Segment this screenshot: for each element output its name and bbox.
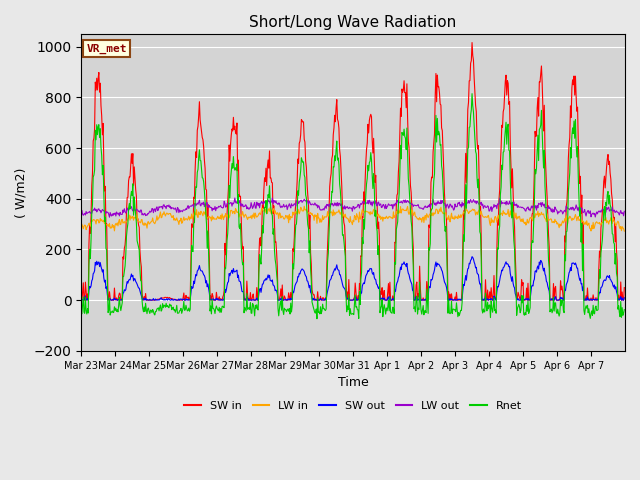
SW in	[269, 180, 276, 186]
LW in	[241, 213, 248, 218]
Text: VR_met: VR_met	[86, 44, 127, 54]
SW in	[289, 246, 297, 252]
Rnet	[440, 198, 447, 204]
X-axis label: Time: Time	[338, 376, 369, 389]
SW in	[241, 297, 249, 302]
LW in	[268, 211, 275, 217]
SW out	[410, 288, 417, 294]
Line: LW out: LW out	[81, 198, 624, 217]
LW in	[300, 204, 308, 209]
SW in	[78, 297, 86, 303]
Y-axis label: ( W/m2): ( W/m2)	[15, 167, 28, 217]
LW out	[620, 208, 628, 214]
SW in	[410, 245, 417, 251]
LW in	[410, 213, 417, 218]
Rnet	[268, 210, 275, 216]
Rnet	[468, 91, 476, 96]
LW out	[141, 213, 149, 218]
LW out	[231, 195, 239, 201]
LW in	[141, 222, 148, 228]
SW out	[289, 288, 297, 294]
LW out	[77, 209, 85, 215]
Line: Rnet: Rnet	[81, 94, 624, 319]
SW out	[241, 297, 249, 303]
Rnet	[141, 309, 148, 314]
Rnet	[313, 316, 321, 322]
SW in	[77, 291, 85, 297]
Line: SW out: SW out	[81, 257, 624, 300]
SW out	[77, 296, 85, 301]
SW in	[620, 285, 628, 290]
SW out	[440, 275, 447, 281]
SW in	[440, 166, 447, 172]
LW in	[289, 215, 296, 220]
LW in	[440, 210, 447, 216]
LW out	[440, 201, 448, 206]
LW out	[106, 215, 113, 220]
SW out	[620, 295, 628, 300]
Line: SW in: SW in	[81, 43, 624, 300]
LW out	[269, 201, 277, 207]
SW out	[468, 254, 476, 260]
Rnet	[410, 263, 417, 269]
LW in	[77, 226, 85, 232]
SW in	[141, 290, 149, 296]
SW out	[141, 295, 149, 301]
Title: Short/Long Wave Radiation: Short/Long Wave Radiation	[250, 15, 457, 30]
LW out	[290, 202, 298, 208]
Rnet	[241, 304, 248, 310]
Rnet	[77, 310, 85, 316]
SW out	[78, 297, 86, 303]
SW in	[468, 40, 476, 46]
LW out	[410, 203, 418, 208]
LW out	[243, 203, 250, 208]
LW in	[620, 228, 628, 234]
SW out	[269, 277, 276, 283]
Legend: SW in, LW in, SW out, LW out, Rnet: SW in, LW in, SW out, LW out, Rnet	[180, 396, 527, 415]
Line: LW in: LW in	[81, 206, 624, 231]
Rnet	[289, 303, 296, 309]
Rnet	[620, 307, 628, 312]
